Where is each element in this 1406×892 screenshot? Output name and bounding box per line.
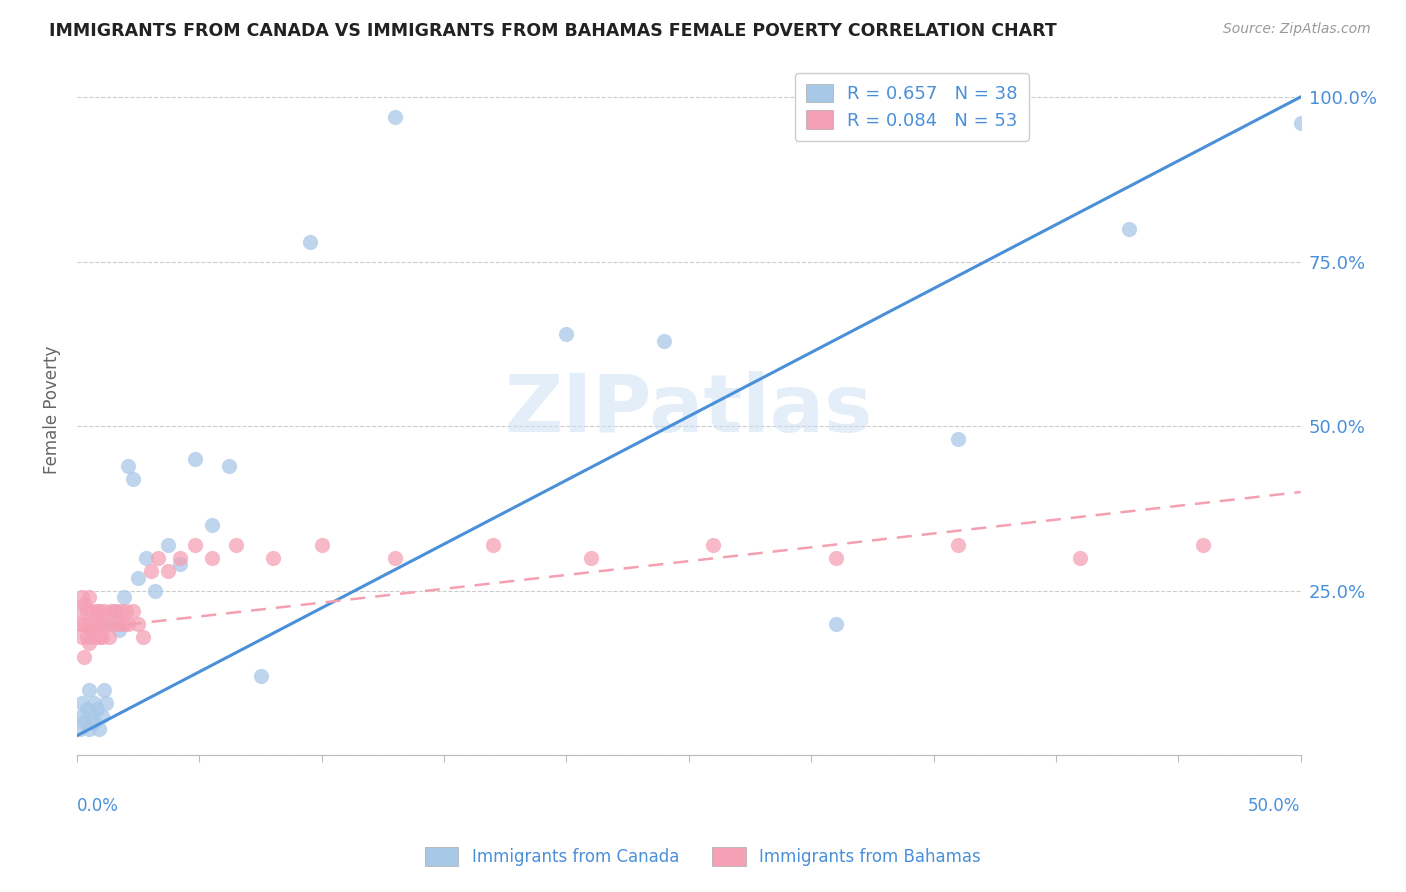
Point <box>384 550 406 565</box>
Point <box>127 571 149 585</box>
Point <box>73 649 96 664</box>
Point <box>70 591 93 605</box>
Point <box>311 538 333 552</box>
Point <box>183 452 205 467</box>
Y-axis label: Female Poverty: Female Poverty <box>44 345 60 474</box>
Point <box>1069 550 1091 565</box>
Legend: R = 0.657   N = 38, R = 0.084   N = 53: R = 0.657 N = 38, R = 0.084 N = 53 <box>794 73 1029 141</box>
Point <box>69 603 91 617</box>
Point <box>156 538 179 552</box>
Point <box>112 591 135 605</box>
Point <box>73 715 96 730</box>
Point <box>80 709 103 723</box>
Point <box>122 603 145 617</box>
Text: Source: ZipAtlas.com: Source: ZipAtlas.com <box>1223 22 1371 37</box>
Point <box>76 630 98 644</box>
Point <box>96 616 118 631</box>
Point <box>79 636 101 650</box>
Point <box>218 458 240 473</box>
Point <box>76 702 98 716</box>
Point <box>100 603 122 617</box>
Point <box>97 630 120 644</box>
Point <box>579 550 602 565</box>
Point <box>70 630 93 644</box>
Point <box>79 722 101 736</box>
Point <box>298 235 321 249</box>
Point <box>80 603 103 617</box>
Point <box>87 630 110 644</box>
Point <box>1191 538 1213 552</box>
Point <box>107 616 129 631</box>
Point <box>79 616 101 631</box>
Point <box>79 591 101 605</box>
Point <box>93 682 115 697</box>
Point <box>93 603 115 617</box>
Point <box>97 616 120 631</box>
Point <box>201 517 224 532</box>
Point <box>249 669 271 683</box>
Point <box>83 715 105 730</box>
Point <box>946 433 969 447</box>
Point <box>70 709 93 723</box>
Point <box>73 597 96 611</box>
Point <box>103 616 125 631</box>
Point <box>86 702 108 716</box>
Point <box>87 603 110 617</box>
Point <box>225 538 247 552</box>
Point <box>169 558 191 572</box>
Point <box>1118 221 1140 235</box>
Legend: Immigrants from Canada, Immigrants from Bahamas: Immigrants from Canada, Immigrants from … <box>419 840 987 873</box>
Point <box>824 550 846 565</box>
Point <box>103 603 125 617</box>
Point <box>69 722 91 736</box>
Point <box>122 472 145 486</box>
Point <box>127 616 149 631</box>
Point <box>555 326 578 341</box>
Point <box>384 110 406 124</box>
Point <box>117 616 139 631</box>
Point <box>69 616 91 631</box>
Point <box>117 458 139 473</box>
Point <box>79 682 101 697</box>
Point <box>115 603 138 617</box>
Point <box>73 616 96 631</box>
Point <box>112 616 135 631</box>
Point <box>90 616 112 631</box>
Point <box>83 630 105 644</box>
Point <box>87 722 110 736</box>
Point <box>1289 116 1312 130</box>
Point <box>139 564 162 578</box>
Point <box>70 696 93 710</box>
Point <box>654 334 676 348</box>
Point <box>105 603 128 617</box>
Point <box>145 583 167 598</box>
Text: ZIPatlas: ZIPatlas <box>505 371 873 449</box>
Point <box>169 550 191 565</box>
Text: IMMIGRANTS FROM CANADA VS IMMIGRANTS FROM BAHAMAS FEMALE POVERTY CORRELATION CHA: IMMIGRANTS FROM CANADA VS IMMIGRANTS FRO… <box>49 22 1057 40</box>
Point <box>146 550 169 565</box>
Point <box>156 564 179 578</box>
Point <box>107 624 129 638</box>
Point <box>90 709 112 723</box>
Point <box>135 550 157 565</box>
Text: 50.0%: 50.0% <box>1249 797 1301 814</box>
Text: 0.0%: 0.0% <box>77 797 120 814</box>
Point <box>83 696 105 710</box>
Point <box>482 538 505 552</box>
Point <box>132 630 155 644</box>
Point <box>90 630 112 644</box>
Point <box>201 550 224 565</box>
Point <box>76 603 98 617</box>
Point <box>702 538 724 552</box>
Point <box>110 603 132 617</box>
Point <box>183 538 205 552</box>
Point <box>824 616 846 631</box>
Point <box>946 538 969 552</box>
Point <box>83 616 105 631</box>
Point <box>86 616 108 631</box>
Point <box>262 550 284 565</box>
Point <box>86 603 108 617</box>
Point <box>96 696 118 710</box>
Point <box>80 624 103 638</box>
